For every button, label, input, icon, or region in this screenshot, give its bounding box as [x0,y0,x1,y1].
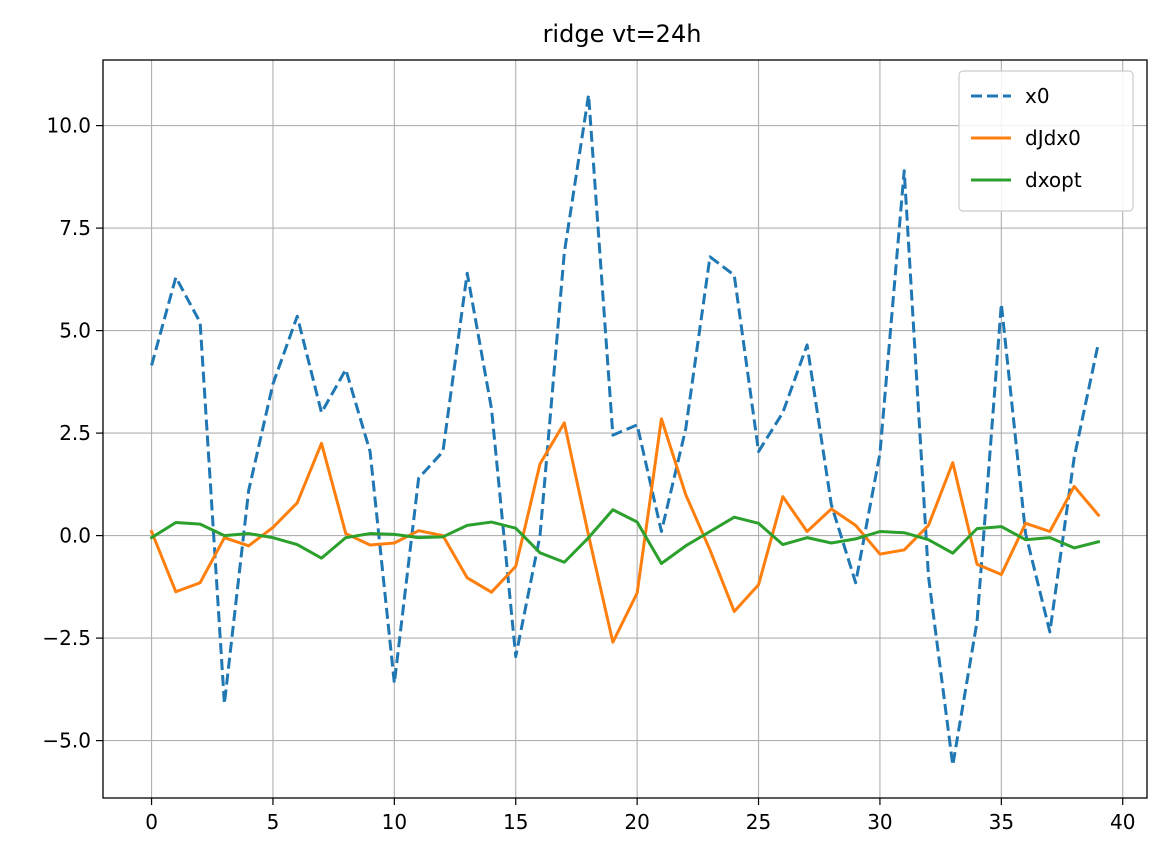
x-tick-label: 15 [503,810,528,834]
series-line-djdx0 [149,417,1101,644]
x-tick-label: 40 [1110,810,1135,834]
y-tick-label: 2.5 [59,421,91,445]
x-tick-label: 30 [867,810,892,834]
series-layer [149,93,1101,767]
y-tick-label: 5.0 [59,319,91,343]
legend-label-dxopt: dxopt [1025,168,1082,192]
chart-title: ridge vt=24h [543,20,702,48]
y-tick-label: 0.0 [59,524,91,548]
y-tick-label: 7.5 [59,216,91,240]
x-tick-label: 10 [382,810,407,834]
legend-box [958,70,1134,212]
legend-label-djdx0: dJdx0 [1025,126,1081,150]
series-line-x0 [150,93,1100,767]
x-tick-label: 0 [145,810,158,834]
x-tick-label: 25 [746,810,771,834]
y-tick-label: −5.0 [42,729,91,753]
x-tick-label: 20 [624,810,649,834]
axis-ticks: 0 5 10 15 20 25 30 35 40 −5.0 −2.5 0.0 2.5 5.0 7.5 10.0 [42,114,1135,834]
y-tick-label: −2.5 [42,626,91,650]
x-tick-label: 35 [989,810,1014,834]
series-line-dxopt [149,508,1101,565]
legend-label-x0: x0 [1025,84,1050,108]
legend: x0 dJdx0 dxopt [958,70,1134,212]
plot-area-frame [102,59,1148,799]
y-tick-label: 10.0 [46,114,91,138]
x-tick-label: 5 [267,810,280,834]
